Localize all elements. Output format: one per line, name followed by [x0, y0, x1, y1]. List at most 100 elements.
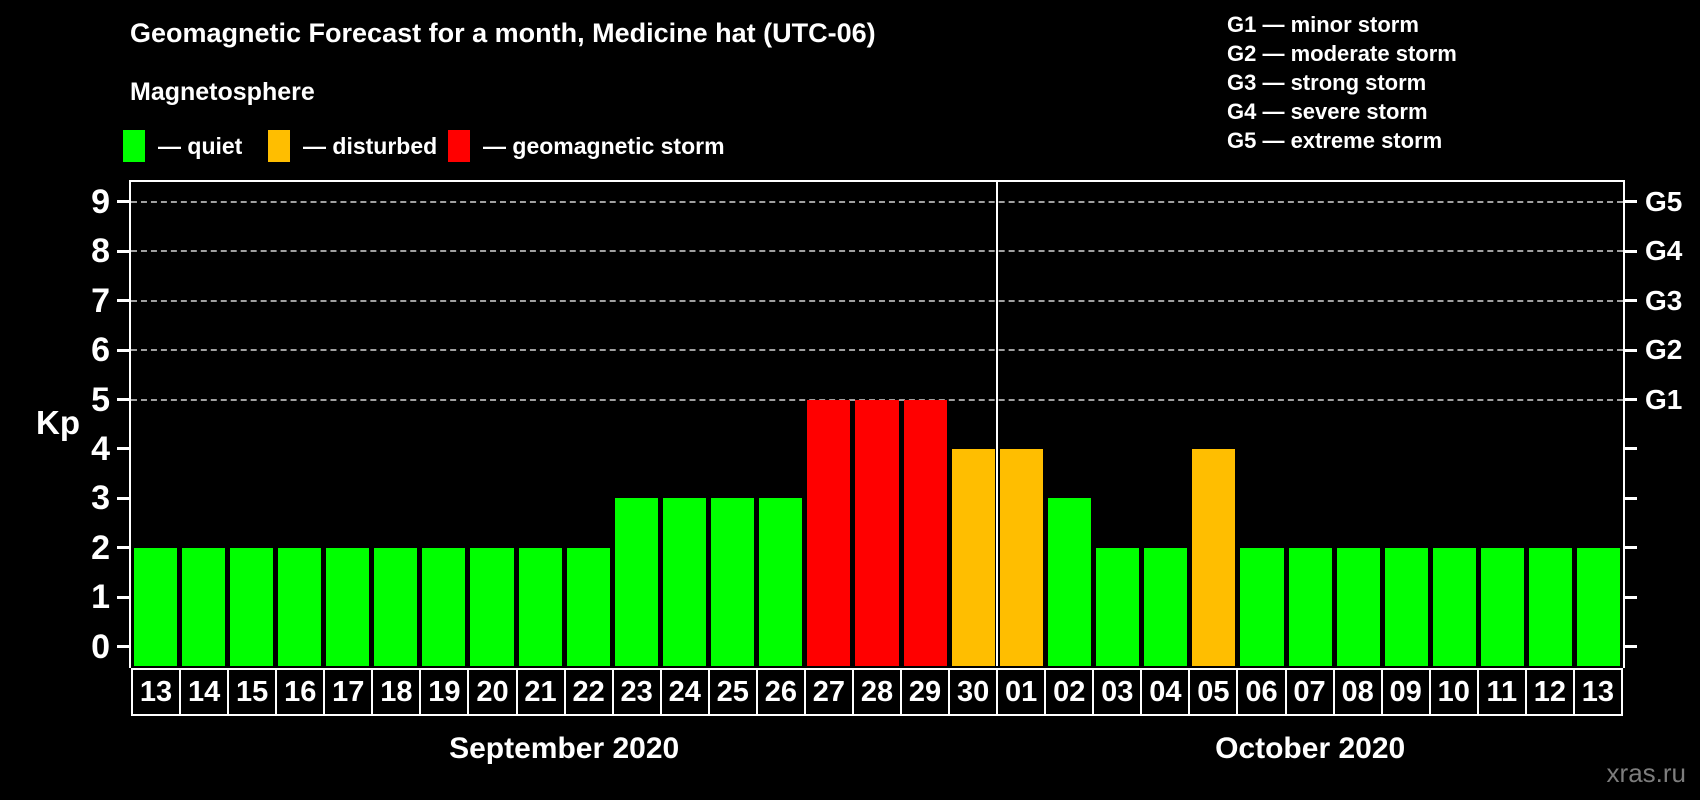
- legend-item-storm: — geomagnetic storm: [448, 130, 725, 162]
- y-tick-right: [1625, 595, 1637, 599]
- g-legend-line: G3 — strong storm: [1227, 70, 1427, 95]
- kp-bar-09: [1384, 547, 1428, 666]
- day-label: 30: [948, 668, 999, 716]
- day-label: 02: [1044, 668, 1095, 716]
- storm-swatch-icon: [448, 130, 470, 162]
- g-axis-label-g4: G4: [1645, 235, 1683, 267]
- y-tick-label: 9: [91, 182, 110, 221]
- g-axis-label-g1: G1: [1645, 383, 1683, 415]
- day-label: 14: [179, 668, 230, 716]
- kp-bar-07: [1288, 547, 1332, 666]
- kp-bar-16: [277, 547, 321, 666]
- y-axis-line-right: [1623, 180, 1625, 668]
- kp-bar-21: [518, 547, 562, 666]
- kp-bar-02: [1047, 498, 1092, 666]
- kp-bar-18: [374, 547, 418, 666]
- day-label: 07: [1284, 668, 1335, 716]
- y-tick-label: 6: [91, 331, 110, 370]
- day-label: 26: [755, 668, 806, 716]
- kp-bar-13: [133, 547, 177, 666]
- y-tick-right: [1625, 447, 1637, 451]
- day-label: 27: [803, 668, 854, 716]
- kp-bar-22: [566, 547, 610, 666]
- day-label: 23: [611, 668, 662, 716]
- kp-gridline: [131, 200, 1623, 203]
- y-tick-left: [117, 645, 129, 648]
- kp-bar-28: [855, 399, 899, 666]
- y-tick-left: [117, 299, 129, 303]
- y-tick-left: [117, 200, 129, 204]
- day-label: 16: [275, 668, 326, 716]
- g-legend-line: G5 — extreme storm: [1227, 128, 1443, 153]
- y-tick-left: [117, 447, 129, 451]
- y-tick-right: [1625, 348, 1637, 352]
- y-tick-left: [117, 249, 129, 253]
- kp-bar-25: [711, 498, 755, 666]
- legend-item-disturbed: — disturbed: [268, 130, 437, 162]
- y-tick-label: 0: [91, 627, 110, 666]
- kp-bar-05: [1192, 448, 1236, 666]
- g-legend-line: G1 — minor storm: [1227, 12, 1419, 37]
- kp-bar-06: [1240, 547, 1284, 666]
- g-axis-label-g5: G5: [1645, 185, 1683, 217]
- day-label: 19: [419, 668, 470, 716]
- y-tick-right: [1625, 299, 1637, 303]
- day-label: 21: [515, 668, 566, 716]
- chart-title: Geomagnetic Forecast for a month, Medici…: [130, 18, 876, 48]
- day-label: 29: [900, 668, 951, 716]
- g-legend-line: G4 — severe storm: [1227, 99, 1428, 124]
- day-label: 18: [371, 668, 422, 716]
- y-tick-label: 7: [91, 281, 110, 320]
- kp-bar-20: [470, 547, 514, 666]
- y-tick-right: [1625, 200, 1637, 204]
- day-label: 04: [1140, 668, 1191, 716]
- legend-quiet-label: — quiet: [158, 132, 243, 159]
- plot-area: [131, 182, 1623, 666]
- day-label: 09: [1380, 668, 1431, 716]
- day-label: 13: [131, 668, 182, 716]
- month-divider: [996, 182, 999, 666]
- g-scale-legend: G1 — minor storm G2 — moderate storm G3 — …: [1227, 10, 1457, 155]
- y-tick-label: 3: [91, 479, 110, 518]
- y-tick-label: 2: [91, 528, 110, 567]
- y-tick-right: [1625, 496, 1637, 500]
- y-tick-right: [1625, 398, 1637, 401]
- kp-axis-label: Kp: [36, 404, 80, 441]
- day-label: 20: [467, 668, 518, 716]
- y-tick-left: [117, 595, 129, 599]
- kp-bar-30: [951, 448, 995, 666]
- y-tick-left: [117, 348, 129, 352]
- kp-gridline: [131, 299, 1623, 302]
- kp-bar-08: [1336, 547, 1380, 666]
- month-label-october: October 2020: [1215, 732, 1406, 765]
- day-label: 10: [1428, 668, 1479, 716]
- y-tick-right: [1625, 249, 1637, 253]
- kp-bar-27: [807, 399, 851, 666]
- kp-bar-15: [229, 547, 273, 666]
- day-label: 22: [563, 668, 614, 716]
- day-label: 01: [996, 668, 1047, 716]
- disturbed-swatch-icon: [268, 130, 290, 162]
- day-label-row: 13 14 15 16 17 18 19 20 21 22 23 24 25 26 27 28 29 30 01 02…: [131, 668, 1623, 716]
- kp-bar-12: [1529, 547, 1573, 666]
- kp-bar-03: [1096, 547, 1140, 666]
- g-axis-label-g2: G2: [1645, 334, 1683, 366]
- kp-bar-04: [1144, 547, 1188, 666]
- day-label: 28: [851, 668, 902, 716]
- day-label: 08: [1332, 668, 1383, 716]
- legend-storm-label: — geomagnetic storm: [483, 132, 725, 159]
- y-tick-left: [117, 546, 129, 550]
- kp-bar-13: [1577, 547, 1621, 666]
- magnetosphere-label: Magnetosphere: [130, 78, 315, 106]
- kp-bar-10: [1432, 547, 1477, 666]
- legend-item-quiet: — quiet: [123, 130, 242, 162]
- kp-bar-11: [1481, 547, 1525, 666]
- month-label-september: September 2020: [449, 732, 680, 765]
- kp-bar-29: [903, 399, 947, 666]
- g-legend-line: G2 — moderate storm: [1227, 41, 1457, 66]
- kp-bar-26: [759, 498, 803, 666]
- day-label: 03: [1092, 668, 1143, 716]
- day-label: 25: [707, 668, 758, 716]
- y-tick-right: [1625, 546, 1637, 550]
- day-label: 17: [323, 668, 374, 716]
